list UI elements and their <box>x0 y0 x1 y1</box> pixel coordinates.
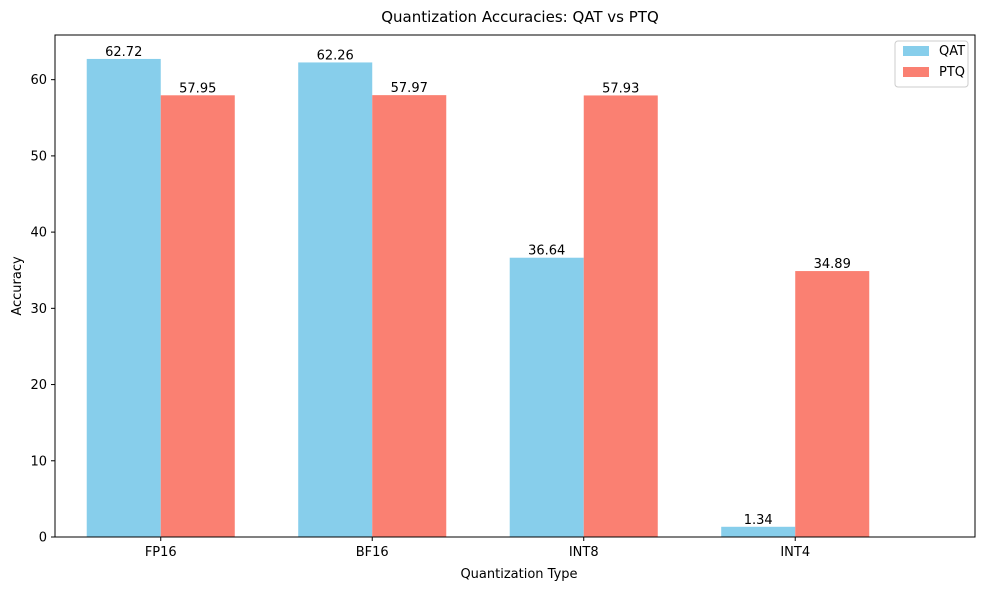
y-tick-label: 10 <box>30 454 47 469</box>
y-axis: 0 10 20 30 40 50 60 <box>30 73 55 546</box>
x-tick-label: INT4 <box>780 545 810 560</box>
y-tick-label: 0 <box>39 531 47 546</box>
bar-qat-int4 <box>721 526 796 537</box>
legend: QAT PTQ <box>894 40 969 88</box>
bar-qat-int8 <box>509 257 584 537</box>
y-tick-label: 20 <box>30 378 47 393</box>
y-tick-label: 60 <box>30 73 47 88</box>
bar-ptq-fp16 <box>160 95 235 537</box>
legend-label-ptq: PTQ <box>939 65 965 80</box>
data-label-ptq-int4: 34.89 <box>814 257 851 272</box>
x-tick-label: FP16 <box>145 545 177 560</box>
data-label-ptq-int8: 57.93 <box>602 81 639 96</box>
data-label-qat-fp16: 62.72 <box>105 45 142 60</box>
y-axis-label: Accuracy <box>10 256 25 316</box>
x-axis: FP16 BF16 INT8 INT4 <box>145 537 810 560</box>
bar-ptq-bf16 <box>372 95 447 537</box>
data-label-qat-int8: 36.64 <box>528 244 565 259</box>
legend-label-qat: QAT <box>939 44 965 59</box>
data-label-qat-int4: 1.34 <box>744 513 773 528</box>
y-tick-label: 40 <box>30 226 47 241</box>
y-tick-label: 30 <box>30 302 47 317</box>
plot-frame <box>54 34 976 538</box>
data-labels-layer: 62.72 62.26 36.64 1.34 57.95 57.97 57.93 34.89 <box>105 45 851 528</box>
bar-ptq-int8 <box>583 95 658 537</box>
data-label-qat-bf16: 62.26 <box>317 48 354 63</box>
x-axis-label: Quantization Type <box>460 567 577 582</box>
bar-qat-fp16 <box>86 58 161 537</box>
x-tick-label: INT8 <box>569 545 599 560</box>
bar-qat-bf16 <box>298 62 373 537</box>
chart-title: Quantization Accuracies: QAT vs PTQ <box>381 8 659 26</box>
data-label-ptq-fp16: 57.95 <box>179 81 216 96</box>
x-tick-label: BF16 <box>356 545 389 560</box>
y-tick-label: 50 <box>30 149 47 164</box>
bar-ptq-int4 <box>795 271 870 537</box>
legend-swatch-ptq <box>903 67 929 77</box>
data-label-ptq-bf16: 57.97 <box>391 81 428 96</box>
bars-layer <box>86 58 870 537</box>
legend-swatch-qat <box>903 46 929 56</box>
